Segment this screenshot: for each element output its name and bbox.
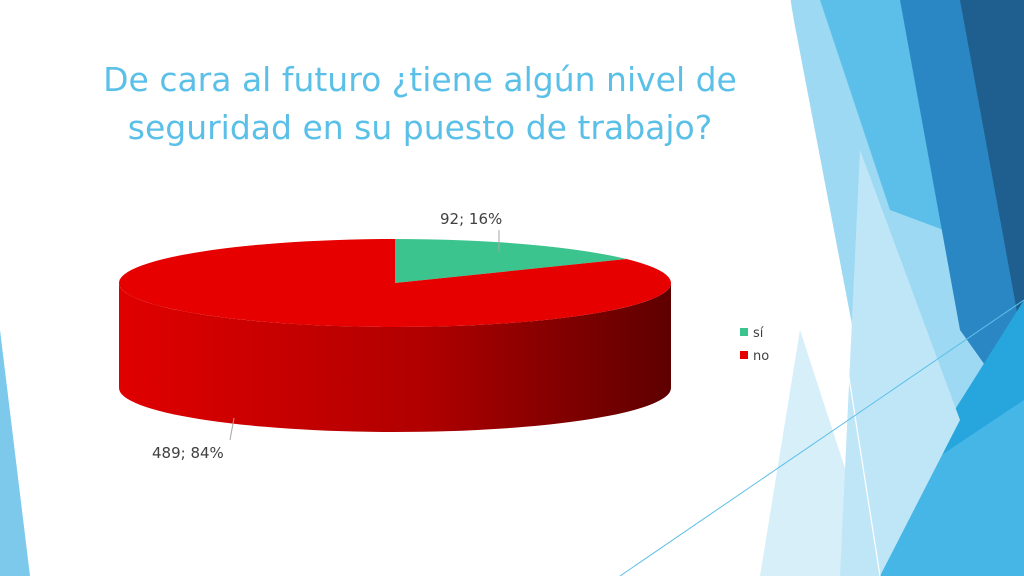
legend-label-si: sí [753,326,764,341]
pie-side-no [119,283,671,432]
data-label-si: 92; 16% [440,210,502,228]
pie-slice-no [118,239,671,327]
page-title: De cara al futuro ¿tiene algún nivel de … [103,60,737,147]
left-edge-shape [0,330,30,576]
legend-swatch-si [740,328,748,336]
deco-line-2 [619,299,1024,576]
data-label-no: 489; 84% [152,444,224,462]
pie-slice-si [395,239,627,283]
legend-swatch-no [740,351,748,359]
leader-line-no [229,417,235,441]
legend-label-no: no [753,349,769,364]
deco-line-1 [789,0,881,576]
right-shape-dark [960,0,1024,350]
legend: sí no [740,326,769,364]
right-shape-mid [840,150,960,576]
